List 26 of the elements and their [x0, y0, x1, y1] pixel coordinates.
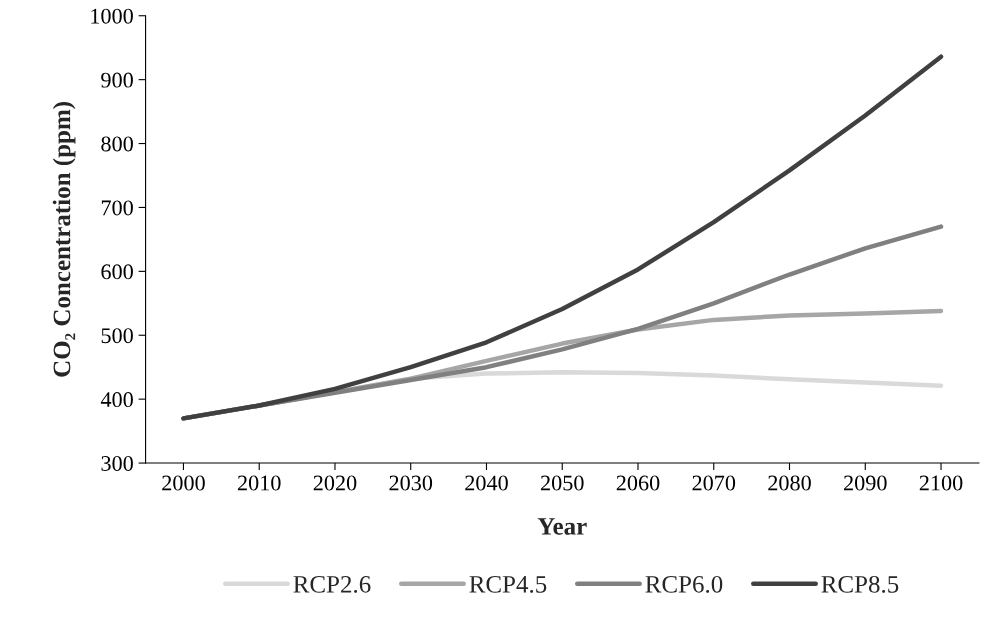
- y-tick-label: 600: [101, 264, 133, 280]
- y-tick-label: 300: [101, 455, 133, 471]
- x-tick-label: 2050: [540, 475, 584, 491]
- x-tick-label: 2090: [844, 475, 887, 491]
- x-tick-label: 2030: [389, 475, 433, 491]
- legend-label: RCP2.6: [293, 575, 371, 593]
- line-series: [181, 54, 944, 421]
- x-tick-label: 2010: [237, 475, 281, 491]
- y-tick-label: 1000: [91, 8, 133, 24]
- legend-label: RCP8.5: [821, 575, 899, 593]
- y-tick-label: 400: [100, 392, 133, 408]
- x-tick-label: 2080: [768, 475, 811, 491]
- y-tick-label: 800: [101, 136, 133, 152]
- y-tick-label: 500: [101, 328, 133, 344]
- x-tick-label: 2000: [162, 475, 205, 491]
- x-tick-label: 2020: [313, 475, 357, 491]
- legend-label: RCP6.0: [645, 575, 723, 593]
- x-tick-label: 2100: [919, 475, 963, 491]
- x-tick-label: 2040: [465, 475, 508, 491]
- x-tick-label: 2070: [692, 475, 736, 491]
- legend-label: RCP4.5: [469, 575, 547, 593]
- x-tick-label: 2060: [616, 475, 660, 491]
- y-axis-title: CO₂ Concentration (ppm): [52, 102, 76, 377]
- y-tick-label: 900: [101, 72, 133, 88]
- y-tick-label: 700: [101, 200, 133, 216]
- x-axis-title: Year: [537, 518, 587, 535]
